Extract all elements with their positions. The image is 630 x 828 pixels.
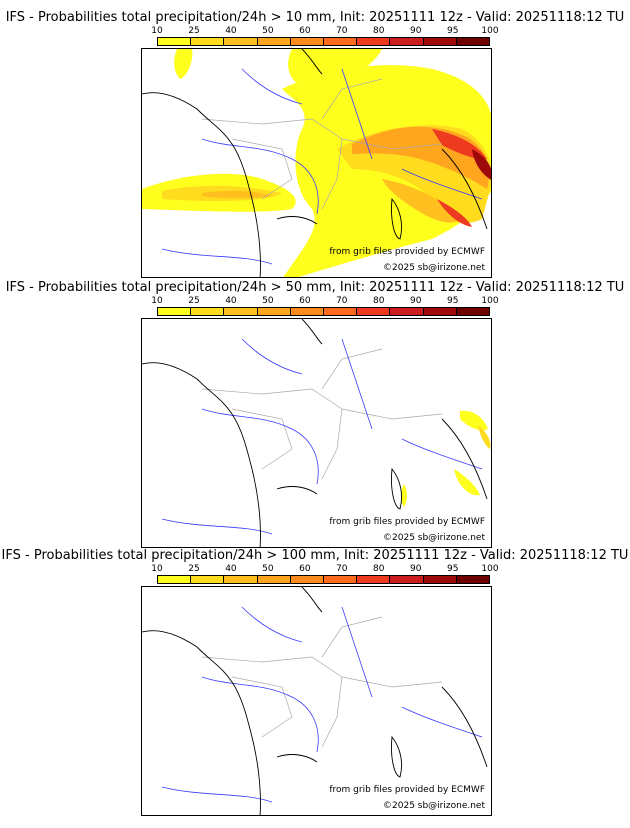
scale-tick: 50 bbox=[262, 564, 274, 574]
probability-scale: 10 25 40 50 60 70 80 90 95 100 bbox=[151, 296, 499, 318]
scale-swatch bbox=[423, 38, 457, 45]
coastlines bbox=[142, 587, 488, 815]
probability-scale: 10 25 40 50 60 70 80 90 95 100 bbox=[151, 26, 499, 48]
scale-tick: 70 bbox=[336, 296, 348, 306]
scale-swatch bbox=[324, 308, 358, 315]
scale-tick: 10 bbox=[151, 26, 163, 36]
scale-tick: 95 bbox=[446, 26, 459, 36]
panel-title: IFS - Probabilities total precipitation/… bbox=[5, 280, 625, 295]
scale-swatch bbox=[191, 38, 225, 45]
scale-bar bbox=[157, 37, 490, 46]
scale-swatch bbox=[158, 38, 192, 45]
scale-tick: 70 bbox=[336, 564, 348, 574]
map-10mm: from grib files provided by ECMWF ©2025 … bbox=[141, 48, 492, 278]
map-50mm: from grib files provided by ECMWF ©2025 … bbox=[141, 318, 492, 548]
scale-swatch bbox=[224, 308, 258, 315]
scale-ticks: 10 25 40 50 60 70 80 90 95 100 bbox=[151, 564, 498, 574]
scale-tick: 70 bbox=[336, 26, 348, 36]
scale-swatch bbox=[357, 38, 391, 45]
scale-swatch bbox=[224, 38, 258, 45]
scale-tick: 40 bbox=[225, 296, 237, 306]
scale-swatch bbox=[224, 576, 258, 583]
panel-50mm: IFS - Probabilities total precipitation/… bbox=[0, 280, 630, 548]
scale-tick: 10 bbox=[151, 564, 163, 574]
scale-swatch bbox=[423, 308, 457, 315]
source-credit: from grib files provided by ECMWF bbox=[329, 247, 485, 257]
scale-tick: 25 bbox=[188, 296, 200, 306]
scale-swatch bbox=[324, 576, 358, 583]
scale-tick: 50 bbox=[262, 296, 274, 306]
scale-swatch bbox=[456, 576, 490, 583]
scale-swatch bbox=[290, 38, 325, 45]
rivers bbox=[161, 68, 483, 265]
scale-tick: 80 bbox=[373, 564, 385, 574]
scale-tick: 100 bbox=[481, 296, 499, 306]
map-graphic bbox=[142, 319, 491, 547]
scale-tick: 60 bbox=[299, 26, 311, 36]
scale-tick: 95 bbox=[446, 296, 459, 306]
scale-tick: 90 bbox=[410, 564, 422, 574]
coastlines bbox=[142, 49, 488, 277]
scale-tick: 90 bbox=[410, 26, 422, 36]
rivers bbox=[161, 606, 483, 803]
scale-tick: 25 bbox=[188, 564, 200, 574]
scale-tick: 80 bbox=[373, 26, 385, 36]
panel-100mm: IFS - Probabilities total precipitation/… bbox=[0, 548, 630, 818]
rivers bbox=[161, 338, 483, 535]
source-credit: from grib files provided by ECMWF bbox=[329, 785, 485, 795]
scale-swatch bbox=[390, 576, 424, 583]
scale-swatch bbox=[324, 38, 358, 45]
scale-ticks: 10 25 40 50 60 70 80 90 95 100 bbox=[151, 26, 498, 36]
scale-tick: 95 bbox=[446, 564, 459, 574]
scale-tick: 100 bbox=[481, 26, 499, 36]
borders bbox=[201, 616, 443, 748]
scale-swatch bbox=[423, 576, 457, 583]
scale-tick: 40 bbox=[225, 26, 237, 36]
precip-shading bbox=[142, 49, 491, 277]
map-100mm: from grib files provided by ECMWF ©2025 … bbox=[141, 586, 492, 816]
copyright: ©2025 sb@irizone.net bbox=[383, 801, 485, 811]
scale-tick: 100 bbox=[481, 564, 499, 574]
scale-bar bbox=[157, 307, 490, 316]
scale-swatch bbox=[191, 308, 225, 315]
scale-swatch bbox=[456, 308, 490, 315]
precip-shading bbox=[401, 410, 491, 507]
scale-swatch bbox=[257, 576, 291, 583]
scale-tick: 50 bbox=[262, 26, 274, 36]
scale-swatch bbox=[158, 576, 192, 583]
scale-swatch bbox=[257, 38, 291, 45]
scale-swatch bbox=[456, 38, 490, 45]
scale-tick: 90 bbox=[410, 296, 422, 306]
scale-swatch bbox=[390, 308, 424, 315]
scale-tick: 60 bbox=[299, 564, 311, 574]
map-graphic bbox=[142, 587, 488, 815]
map-graphic bbox=[142, 49, 491, 277]
borders bbox=[201, 348, 443, 480]
scale-swatch bbox=[290, 576, 325, 583]
source-credit: from grib files provided by ECMWF bbox=[329, 517, 485, 527]
panel-10mm: IFS - Probabilities total precipitation/… bbox=[0, 10, 630, 280]
probability-scale: 10 25 40 50 60 70 80 90 95 100 bbox=[151, 564, 499, 586]
panel-title: IFS - Probabilities total precipitation/… bbox=[1, 548, 629, 563]
scale-swatch bbox=[257, 308, 291, 315]
scale-swatch bbox=[290, 308, 325, 315]
scale-swatch bbox=[390, 38, 424, 45]
scale-swatch bbox=[357, 576, 391, 583]
scale-tick: 25 bbox=[188, 26, 200, 36]
scale-swatch bbox=[191, 576, 225, 583]
scale-ticks: 10 25 40 50 60 70 80 90 95 100 bbox=[151, 296, 498, 306]
scale-tick: 80 bbox=[373, 296, 385, 306]
scale-swatch bbox=[158, 308, 192, 315]
coastlines bbox=[142, 319, 488, 547]
scale-bar bbox=[157, 575, 490, 584]
scale-swatch bbox=[357, 308, 391, 315]
copyright: ©2025 sb@irizone.net bbox=[383, 263, 485, 273]
panel-title: IFS - Probabilities total precipitation/… bbox=[5, 10, 625, 25]
scale-tick: 60 bbox=[299, 296, 311, 306]
scale-tick: 40 bbox=[225, 564, 237, 574]
scale-tick: 10 bbox=[151, 296, 163, 306]
borders bbox=[201, 78, 443, 210]
copyright: ©2025 sb@irizone.net bbox=[383, 533, 485, 543]
